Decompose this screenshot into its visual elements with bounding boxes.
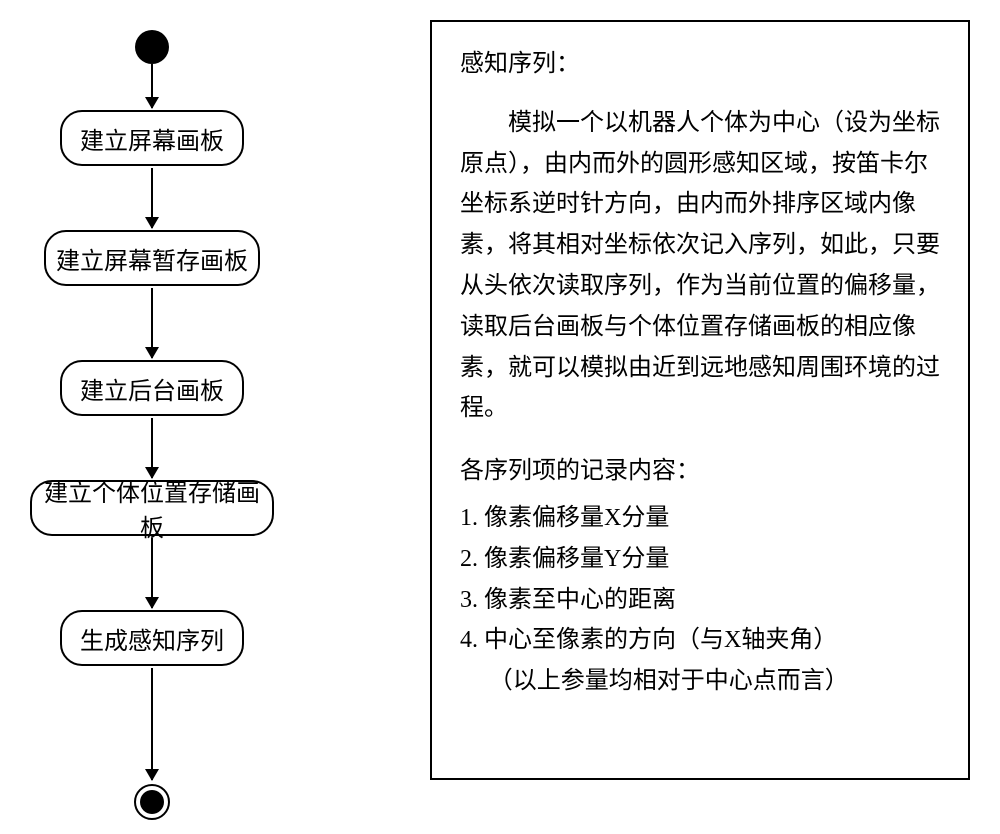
flow-arrow bbox=[151, 418, 153, 478]
panel-list-item: 2. 像素偏移量Y分量 bbox=[460, 539, 940, 580]
diagram-root: 建立屏幕画板建立屏幕暂存画板建立后台画板建立个体位置存储画板生成感知序列 感知序… bbox=[0, 0, 1000, 834]
panel-list: 1. 像素偏移量X分量 2. 像素偏移量Y分量 3. 像素至中心的距离 4. 中… bbox=[460, 498, 940, 661]
flow-node: 生成感知序列 bbox=[60, 610, 244, 666]
flow-node-label: 建立屏幕画板 bbox=[80, 121, 224, 156]
flow-arrow bbox=[151, 64, 153, 108]
panel-footnote: （以上参量均相对于中心点而言） bbox=[460, 661, 940, 702]
flow-node-label: 生成感知序列 bbox=[80, 621, 224, 656]
flow-node-label: 建立个体位置存储画板 bbox=[42, 473, 262, 543]
flow-node: 建立屏幕暂存画板 bbox=[44, 230, 260, 286]
panel-body: 模拟一个以机器人个体为中心（设为坐标原点），由内而外的圆形感知区域，按笛卡尔坐标… bbox=[460, 103, 940, 429]
end-node bbox=[140, 790, 164, 814]
panel-title: 感知序列： bbox=[460, 44, 940, 85]
flow-node: 建立个体位置存储画板 bbox=[30, 480, 274, 536]
panel-list-item: 4. 中心至像素的方向（与X轴夹角） bbox=[460, 620, 940, 661]
flow-node: 建立屏幕画板 bbox=[60, 110, 244, 166]
flow-node-label: 建立屏幕暂存画板 bbox=[56, 241, 248, 276]
flow-arrow bbox=[151, 538, 153, 608]
start-node bbox=[135, 30, 169, 64]
flow-arrow bbox=[151, 668, 153, 780]
flowchart: 建立屏幕画板建立屏幕暂存画板建立后台画板建立个体位置存储画板生成感知序列 bbox=[30, 20, 390, 814]
flow-arrow bbox=[151, 168, 153, 228]
flow-node-label: 建立后台画板 bbox=[80, 371, 224, 406]
panel-list-title: 各序列项的记录内容： bbox=[460, 451, 940, 492]
description-panel: 感知序列： 模拟一个以机器人个体为中心（设为坐标原点），由内而外的圆形感知区域，… bbox=[430, 20, 970, 780]
flow-node: 建立后台画板 bbox=[60, 360, 244, 416]
flow-arrow bbox=[151, 288, 153, 358]
panel-list-item: 1. 像素偏移量X分量 bbox=[460, 498, 940, 539]
panel-list-item: 3. 像素至中心的距离 bbox=[460, 580, 940, 621]
